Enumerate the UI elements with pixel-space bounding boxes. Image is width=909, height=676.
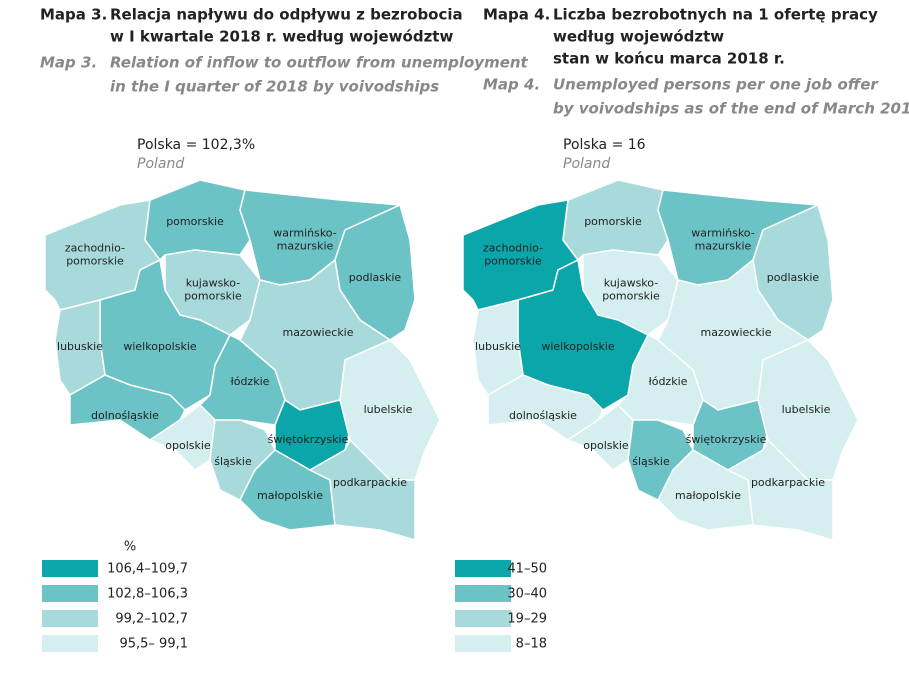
region-label: łódzkie xyxy=(231,375,270,388)
legend-label: 8–18 xyxy=(516,637,547,652)
region-label: kujawsko- xyxy=(186,277,240,290)
map-title: Relacja napływu do odpływu z bezrobocia xyxy=(110,6,463,24)
region-label: pomorskie xyxy=(602,290,660,303)
region-label: zachodnio- xyxy=(483,242,543,255)
legend-label: 102,8–106,3 xyxy=(107,587,188,602)
region-label: podlaskie xyxy=(767,271,820,284)
region-label: dolnośląskie xyxy=(509,409,577,422)
region-label: mazowieckie xyxy=(282,326,353,339)
legend-swatch xyxy=(42,585,98,602)
map-title: według województw xyxy=(553,28,724,46)
region-label: lubelskie xyxy=(364,403,413,416)
total: Polska = 102,3% xyxy=(137,137,255,153)
legend-swatch xyxy=(455,585,511,602)
region-label: małopolskie xyxy=(257,489,323,502)
map-title-en: Unemployed persons per one job offer xyxy=(553,76,879,94)
region-label: małopolskie xyxy=(675,489,741,502)
region-label: dolnośląskie xyxy=(91,409,159,422)
map-title: Liczba bezrobotnych na 1 ofertę pracy xyxy=(553,6,878,24)
region-label: pomorskie xyxy=(184,290,242,303)
region-label: mazurskie xyxy=(277,240,334,253)
total-en: Poland xyxy=(563,156,610,172)
region-label: lubuskie xyxy=(57,340,103,353)
legend-label: 106,4–109,7 xyxy=(107,562,188,577)
region-label: mazurskie xyxy=(695,240,752,253)
legend-label: 95,5– 99,1 xyxy=(119,637,188,652)
map-number-en: Map 4. xyxy=(483,76,540,94)
legend-label: 41–50 xyxy=(507,562,547,577)
region xyxy=(487,374,604,441)
legend-swatch xyxy=(455,635,511,652)
legend-swatch xyxy=(455,610,511,627)
legend-swatch xyxy=(455,560,511,577)
region-label: podkarpackie xyxy=(333,476,407,489)
region-label: świętokrzyskie xyxy=(268,433,349,446)
region-label: mazowieckie xyxy=(700,326,771,339)
region xyxy=(148,404,216,471)
region xyxy=(726,438,834,541)
region-label: opolskie xyxy=(165,439,211,452)
region-label: łódzkie xyxy=(649,375,688,388)
total-en: Poland xyxy=(137,156,184,172)
region xyxy=(69,374,186,441)
map-title: stan w końcu marca 2018 r. xyxy=(553,50,785,68)
region-label: podkarpackie xyxy=(751,476,825,489)
map-number: Mapa 4. xyxy=(483,6,550,24)
region-label: wielkopolskie xyxy=(541,340,615,353)
legend-unit: % xyxy=(124,540,136,555)
region-label: pomorskie xyxy=(584,215,642,228)
region-label: kujawsko- xyxy=(604,277,658,290)
map-title: w I kwartale 2018 r. według województw xyxy=(110,28,453,46)
region xyxy=(566,404,634,471)
region-label: świętokrzyskie xyxy=(686,433,767,446)
region-label: opolskie xyxy=(583,439,629,452)
map-title-en: Relation of inflow to outflow from unemp… xyxy=(110,54,529,72)
region-label: lubuskie xyxy=(475,340,521,353)
region-label: warmińsko- xyxy=(273,227,336,240)
region-label: pomorskie xyxy=(66,255,124,268)
region xyxy=(308,438,416,541)
region xyxy=(339,339,441,481)
map-title-en: in the I quarter of 2018 by voivodships xyxy=(110,78,439,96)
region-label: podlaskie xyxy=(349,271,402,284)
region-label: lubelskie xyxy=(782,403,831,416)
map-number-en: Map 3. xyxy=(40,54,97,72)
legend-label: 19–29 xyxy=(507,612,547,627)
legend-swatch xyxy=(42,635,98,652)
region-label: pomorskie xyxy=(166,215,224,228)
total: Polska = 16 xyxy=(563,137,646,153)
region xyxy=(757,339,859,481)
map-title-en: by voivodships as of the end of March 20… xyxy=(553,100,909,118)
legend-label: 99,2–102,7 xyxy=(115,612,188,627)
legend-swatch xyxy=(42,610,98,627)
region-label: pomorskie xyxy=(484,255,542,268)
region-label: śląskie xyxy=(632,455,670,468)
legend-label: 30–40 xyxy=(507,587,547,602)
map-number: Mapa 3. xyxy=(40,6,107,24)
legend-swatch xyxy=(42,560,98,577)
region-label: śląskie xyxy=(214,455,252,468)
region-label: warmińsko- xyxy=(691,227,754,240)
region-label: wielkopolskie xyxy=(123,340,197,353)
region-label: zachodnio- xyxy=(65,242,125,255)
